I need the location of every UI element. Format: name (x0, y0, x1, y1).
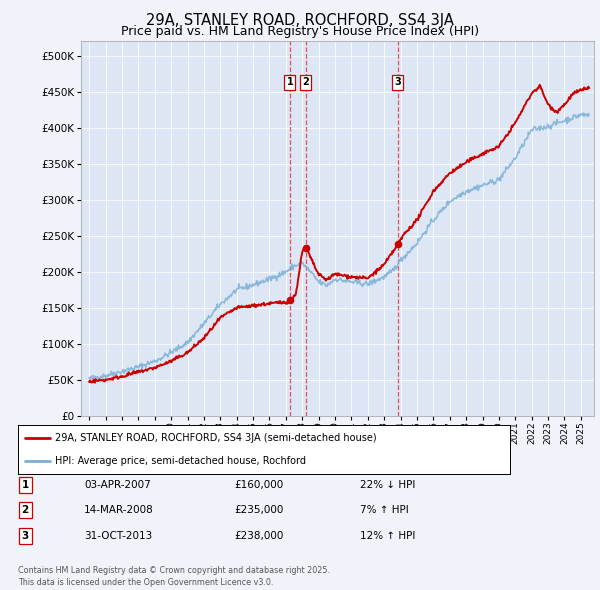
Text: 1: 1 (287, 77, 293, 87)
Text: 3: 3 (22, 531, 29, 540)
Text: HPI: Average price, semi-detached house, Rochford: HPI: Average price, semi-detached house,… (55, 455, 306, 466)
Text: £238,000: £238,000 (234, 531, 283, 540)
Text: Price paid vs. HM Land Registry's House Price Index (HPI): Price paid vs. HM Land Registry's House … (121, 25, 479, 38)
Text: 1: 1 (22, 480, 29, 490)
Text: 22% ↓ HPI: 22% ↓ HPI (360, 480, 415, 490)
Text: 14-MAR-2008: 14-MAR-2008 (84, 506, 154, 515)
Text: Contains HM Land Registry data © Crown copyright and database right 2025.
This d: Contains HM Land Registry data © Crown c… (18, 566, 330, 587)
Text: 3: 3 (394, 77, 401, 87)
Text: 29A, STANLEY ROAD, ROCHFORD, SS4 3JA: 29A, STANLEY ROAD, ROCHFORD, SS4 3JA (146, 13, 454, 28)
Text: 12% ↑ HPI: 12% ↑ HPI (360, 531, 415, 540)
Text: £160,000: £160,000 (234, 480, 283, 490)
Text: 2: 2 (302, 77, 309, 87)
Text: 29A, STANLEY ROAD, ROCHFORD, SS4 3JA (semi-detached house): 29A, STANLEY ROAD, ROCHFORD, SS4 3JA (se… (55, 434, 377, 444)
Text: £235,000: £235,000 (234, 506, 283, 515)
Text: 7% ↑ HPI: 7% ↑ HPI (360, 506, 409, 515)
Text: 2: 2 (22, 506, 29, 515)
Text: 03-APR-2007: 03-APR-2007 (84, 480, 151, 490)
Text: 31-OCT-2013: 31-OCT-2013 (84, 531, 152, 540)
